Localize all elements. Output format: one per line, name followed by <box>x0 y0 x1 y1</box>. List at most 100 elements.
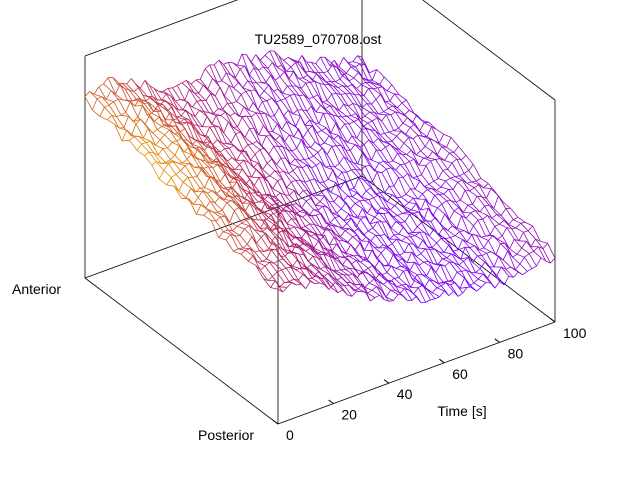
mesh-segment <box>180 165 186 172</box>
mesh-segment <box>121 82 127 85</box>
mesh-segment <box>362 152 371 166</box>
mesh-segment <box>289 95 298 111</box>
mesh-segment <box>92 98 98 111</box>
mesh-segment <box>373 194 379 199</box>
mesh-segment <box>392 160 401 165</box>
mesh-segment <box>193 92 202 101</box>
mesh-segment <box>113 101 122 116</box>
mesh-segment <box>324 266 333 278</box>
mesh-segment <box>412 231 420 234</box>
mesh-segment <box>484 204 490 207</box>
mesh-segment <box>425 299 431 303</box>
mesh-segment <box>426 126 432 137</box>
mesh-segment <box>126 83 135 92</box>
mesh-segment <box>451 158 457 164</box>
mesh-segment <box>481 255 490 267</box>
mesh-segment <box>250 154 256 161</box>
mesh-segment <box>460 199 469 206</box>
mesh-segment <box>352 103 361 119</box>
mesh-segment <box>399 149 407 155</box>
mesh-segment <box>332 257 341 271</box>
mesh-segment <box>375 149 384 162</box>
mesh-segment <box>444 265 453 281</box>
mesh-segment <box>407 269 416 279</box>
mesh-segment <box>194 116 203 127</box>
mesh-segment <box>370 129 379 139</box>
mesh-segment <box>334 106 343 118</box>
mesh-segment <box>456 158 465 174</box>
mesh-segment <box>377 194 386 209</box>
mesh-segment <box>345 149 351 151</box>
mesh-segment <box>336 145 345 157</box>
mesh-segment <box>393 127 399 131</box>
mesh-segment <box>273 224 282 229</box>
mesh-segment <box>287 85 295 95</box>
mesh-segment <box>229 177 235 183</box>
mesh-segment <box>527 268 533 272</box>
mesh-segment <box>525 222 533 227</box>
mesh-segment <box>231 157 240 165</box>
mesh-segment <box>447 168 456 177</box>
mesh-segment <box>211 123 220 128</box>
mesh-segment <box>340 230 346 237</box>
mesh-segment <box>428 260 434 265</box>
mesh-segment <box>434 248 443 260</box>
mesh-segment <box>260 112 266 115</box>
mesh-segment <box>156 108 162 112</box>
mesh-segment <box>285 94 291 99</box>
mesh-segment <box>248 225 257 244</box>
mesh-segment <box>216 193 225 200</box>
mesh-segment <box>352 192 358 198</box>
mesh-segment <box>184 165 193 178</box>
mesh-segment <box>165 93 175 107</box>
mesh-segment <box>111 115 120 129</box>
mesh-segment <box>478 249 487 254</box>
mesh-segment <box>361 129 370 141</box>
mesh-segment <box>294 210 300 215</box>
mesh-segment <box>286 181 292 188</box>
y-label-back: Anterior <box>12 281 61 297</box>
mesh-segment <box>371 289 380 296</box>
mesh-segment <box>426 275 435 282</box>
mesh-segment <box>487 215 496 227</box>
mesh-segment <box>188 147 197 158</box>
mesh-segment <box>381 290 390 302</box>
mesh-segment <box>327 63 333 72</box>
mesh-segment <box>329 217 336 224</box>
mesh-segment <box>259 209 264 213</box>
mesh-segment <box>437 258 443 266</box>
mesh-segment <box>258 230 266 234</box>
mesh-segment <box>356 88 365 96</box>
mesh-segment <box>299 209 305 212</box>
mesh-segment <box>261 218 267 221</box>
mesh-segment <box>321 227 327 236</box>
mesh-segment <box>347 195 353 198</box>
mesh-segment <box>403 269 409 272</box>
mesh-segment <box>422 284 431 301</box>
mesh-segment <box>297 62 306 73</box>
mesh-segment <box>384 299 389 302</box>
mesh-segment <box>232 62 241 70</box>
mesh-segment <box>250 218 259 232</box>
mesh-segment <box>379 212 384 215</box>
mesh-segment <box>390 289 399 295</box>
mesh-segment <box>202 190 211 202</box>
mesh-segment <box>413 287 419 295</box>
mesh-segment <box>293 211 299 215</box>
mesh-segment <box>319 195 325 202</box>
mesh-segment <box>341 115 347 118</box>
mesh-segment <box>347 135 353 143</box>
mesh-segment <box>252 188 261 193</box>
mesh-segment <box>140 79 146 89</box>
mesh-segment <box>249 202 258 221</box>
mesh-segment <box>310 82 319 95</box>
mesh-segment <box>272 123 278 132</box>
mesh-segment <box>463 261 472 273</box>
mesh-segment <box>331 93 337 95</box>
mesh-segment <box>283 109 289 117</box>
mesh-segment <box>446 137 452 148</box>
mesh-segment <box>322 100 328 103</box>
mesh-segment <box>336 243 345 258</box>
mesh-segment <box>134 97 140 107</box>
mesh-segment <box>146 114 155 122</box>
